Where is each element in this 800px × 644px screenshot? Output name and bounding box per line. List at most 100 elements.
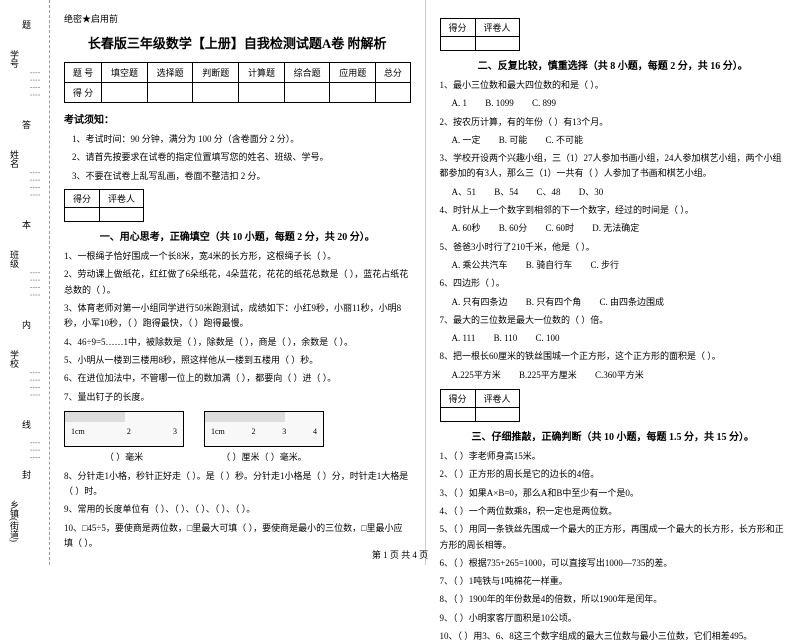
ruler-answer: （ ）毫米 (64, 450, 184, 463)
notice-item: 1、考试时间：90 分钟，满分为 100 分（含卷面分 2 分）。 (72, 132, 411, 146)
question: 5、小明从一楼到三楼用8秒，照这样他从一楼到五楼用（ ）秒。 (64, 353, 411, 368)
ruler-image: 1cm 2 3 (64, 411, 184, 447)
ruler-tick: 1cm (71, 427, 85, 436)
ruler-image: 1cm 2 3 4 (204, 411, 324, 447)
ruler-tick: 3 (173, 427, 177, 436)
question: 6、在进位加法中，不管哪一位上的数加满（ ），都要向（ ）进（ ）。 (64, 371, 411, 386)
section-scorebox: 得分评卷人 (440, 389, 520, 422)
question: 1、最小三位数和最大四位数的和是（ ）。 (440, 78, 787, 93)
section-1-title: 一、用心思考，正确填空（共 10 小题，每题 2 分，共 20 分）。 (64, 228, 411, 243)
binding-dots: ┊┊┊┊ (30, 270, 40, 300)
ruler-tick: 1cm (211, 427, 225, 436)
option: A、51 (452, 185, 477, 200)
section-3-title: 三、仔细推敲，正确判断（共 10 小题，每题 1.5 分，共 15 分）。 (440, 428, 787, 443)
option: C. 步行 (591, 258, 620, 273)
ruler-row: 1cm 2 3 （ ）毫米 1cm 2 3 4 (64, 411, 411, 463)
question: 3、体育老师对第一小组同学进行50米跑测试，成绩如下：小红9秒，小丽11秒，小明… (64, 301, 411, 332)
question: 5、爸爸3小时行了210千米，他是（ ）。 (440, 240, 787, 255)
option: A. 1 (452, 96, 468, 111)
question: 7、（ ）1吨铁与1吨棉花一样重。 (440, 574, 787, 589)
option: B. 骑自行车 (526, 258, 573, 273)
option: C. 60时 (546, 221, 575, 236)
question: 2、（ ）正方形的周长是它的边长的4倍。 (440, 467, 787, 482)
binding-label-class: 班级 (8, 250, 21, 268)
ruler-tick: 3 (282, 427, 286, 436)
ruler-tick: 2 (252, 427, 256, 436)
binding-marker: 本 (20, 220, 33, 229)
score-cell: 得 分 (65, 83, 102, 103)
option: A. 乘公共汽车 (452, 258, 508, 273)
scorebox-label: 评卷人 (100, 190, 144, 208)
option: B.225平方厘米 (519, 368, 577, 383)
binding-marker: 线 (20, 420, 33, 429)
options: A. 111 B. 110 C. 100 (452, 331, 787, 346)
score-cell (193, 83, 239, 103)
scorebox-label: 评卷人 (475, 19, 519, 37)
option: C.360平方米 (595, 368, 644, 383)
score-cell (376, 83, 410, 103)
ruler-tick: 4 (313, 427, 317, 436)
question: 1、一根绳子恰好围成一个长8米，宽4米的长方形，这根绳子长（ ）。 (64, 249, 411, 264)
scorebox-label: 得分 (440, 390, 475, 408)
question: 7、量出钉子的长度。 (64, 390, 411, 405)
notice-title: 考试须知： (64, 111, 411, 126)
option: C. 不可能 (546, 133, 584, 148)
question: 8、（ ）1900年的年份数是4的倍数，所以1900年是闰年。 (440, 592, 787, 607)
score-header: 判断题 (193, 63, 239, 83)
option: A. 一定 (452, 133, 481, 148)
binding-marker: 题 (20, 20, 33, 29)
option: B、54 (494, 185, 518, 200)
secret-label: 绝密★启用前 (64, 12, 411, 25)
option: D. 无法确定 (592, 221, 639, 236)
option: C. 899 (532, 96, 556, 111)
question: 6、四边形（ ）。 (440, 276, 787, 291)
options: A. 1 B. 1099 C. 899 (452, 96, 787, 111)
question: 3、学校开设两个兴趣小组，三（1）27人参加书画小组，24人参加棋艺小组，两个小… (440, 151, 787, 182)
option: C、48 (537, 185, 561, 200)
question: 2、按农历计算，有的年份（ ）有13个月。 (440, 115, 787, 130)
question: 4、（ ）一个两位数乘8，积一定也是两位数。 (440, 504, 787, 519)
score-cell (147, 83, 193, 103)
options: A. 一定 B. 可能 C. 不可能 (452, 133, 787, 148)
score-header: 题 号 (65, 63, 102, 83)
question: 9、（ ）小明家客厅面积是10公顷。 (440, 611, 787, 626)
question: 4、时针从上一个数字到相邻的下一个数字，经过的时间是（ ）。 (440, 203, 787, 218)
option: D、30 (579, 185, 604, 200)
section-scorebox: 得分评卷人 (64, 189, 144, 222)
question: 9、常用的长度单位有（ ）、（ ）、（ ）、（ ）、（ ）。 (64, 502, 411, 517)
score-header: 计算题 (239, 63, 285, 83)
question: 2、劳动课上做纸花，红红做了6朵纸花，4朵蓝花，花花的纸花总数是（ ），蓝花占纸… (64, 267, 411, 298)
right-column: 得分评卷人 二、反复比较，慎重选择（共 8 小题，每题 2 分，共 16 分）。… (426, 0, 800, 565)
section-scorebox: 得分评卷人 (440, 18, 520, 51)
binding-label-town: 乡镇(街道) (8, 500, 21, 542)
section-2-title: 二、反复比较，慎重选择（共 8 小题，每题 2 分，共 16 分）。 (440, 57, 787, 72)
binding-marker: 内 (20, 320, 33, 329)
score-header: 总分 (376, 63, 410, 83)
ruler-tick: 2 (127, 427, 131, 436)
question: 10、□45÷5，要使商是两位数，□里最大可填（ ），要使商是最小的三位数，□里… (64, 521, 411, 552)
question: 8、把一根长60厘米的铁丝围城一个正方形，这个正方形的面积是（ ）。 (440, 349, 787, 364)
option: A.225平方米 (452, 368, 501, 383)
binding-label-school: 学校 (8, 350, 21, 368)
question: 4、46÷9=5……1中，被除数是（ ），除数是（ ），商是（ ），余数是（ ）… (64, 335, 411, 350)
score-cell (284, 83, 330, 103)
binding-label-name: 姓名 (8, 150, 21, 168)
options: A. 60秒 B. 60分 C. 60时 D. 无法确定 (452, 221, 787, 236)
options: A、51 B、54 C、48 D、30 (452, 185, 787, 200)
option: B. 只有四个角 (526, 295, 582, 310)
score-cell (330, 83, 376, 103)
binding-margin: 题 学号 ┊┊┊┊ 答 姓名 ┊┊┊┊ 本 班级 ┊┊┊┊ 内 学校 ┊┊┊┊ … (0, 0, 50, 565)
question: 7、最大的三位数是最大一位数的（ ）倍。 (440, 313, 787, 328)
binding-dots: ┊┊┊┊ (30, 370, 40, 400)
question: 10、（ ）用3、6、8这三个数字组成的最大三位数与最小三位数，它们相差495。 (440, 629, 787, 644)
exam-title: 长春版三年级数学【上册】自我检测试题A卷 附解析 (64, 33, 411, 52)
binding-label-id: 学号 (8, 50, 21, 68)
option: B. 110 (494, 331, 518, 346)
score-header: 填空题 (102, 63, 148, 83)
question: 8、分针走1小格，秒针正好走（ ）。是（ ）秒。分针走1小格是（ ）分，时针走1… (64, 469, 411, 500)
binding-marker: 封 (20, 470, 33, 479)
score-cell (239, 83, 285, 103)
options: A. 只有四条边 B. 只有四个角 C. 由四条边围成 (452, 295, 787, 310)
page-footer: 第 1 页 共 4 页 (0, 548, 800, 561)
option: B. 1099 (485, 96, 514, 111)
